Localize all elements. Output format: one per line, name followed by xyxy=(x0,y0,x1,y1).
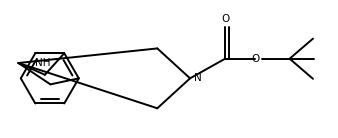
Text: O: O xyxy=(221,14,229,24)
Text: N: N xyxy=(194,73,201,83)
Text: NH: NH xyxy=(35,58,51,68)
Text: O: O xyxy=(251,54,260,64)
